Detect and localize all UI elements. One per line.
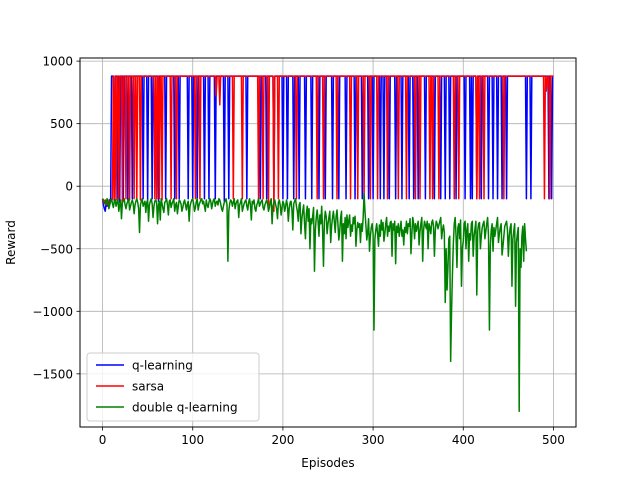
- legend-label: sarsa: [132, 380, 164, 394]
- y-tick-label: 500: [50, 117, 73, 131]
- series-line-double-q-learning: [101, 192, 528, 413]
- y-tick-label: −1000: [32, 305, 73, 319]
- legend-box: [86, 352, 260, 422]
- plot-series: [101, 75, 554, 413]
- legend-label: q-learning: [132, 359, 193, 373]
- y-tick-label: −500: [40, 242, 73, 256]
- x-tick-label: 300: [362, 433, 385, 447]
- series-line-sarsa: [101, 75, 554, 212]
- y-axis-label: Reward: [4, 220, 18, 265]
- x-axis-ticks: 0 100 200 300 400 500: [99, 427, 565, 447]
- legend-label: double q-learning: [132, 401, 238, 415]
- y-axis-ticks: −1500 −1000 −500 0 500 1000: [32, 55, 80, 381]
- axes-frame: [79, 57, 577, 428]
- x-tick-label: 0: [99, 433, 107, 447]
- x-tick-label: 400: [452, 433, 475, 447]
- y-tick-label: −1500: [32, 367, 73, 381]
- x-tick-label: 500: [542, 433, 565, 447]
- x-tick-label: 100: [181, 433, 204, 447]
- y-tick-label: 0: [65, 180, 73, 194]
- x-tick-label: 200: [271, 433, 294, 447]
- x-axis-label: Episodes: [301, 456, 354, 470]
- legend: q-learning sarsa double q-learning: [86, 352, 260, 422]
- y-tick-label: 1000: [42, 55, 73, 69]
